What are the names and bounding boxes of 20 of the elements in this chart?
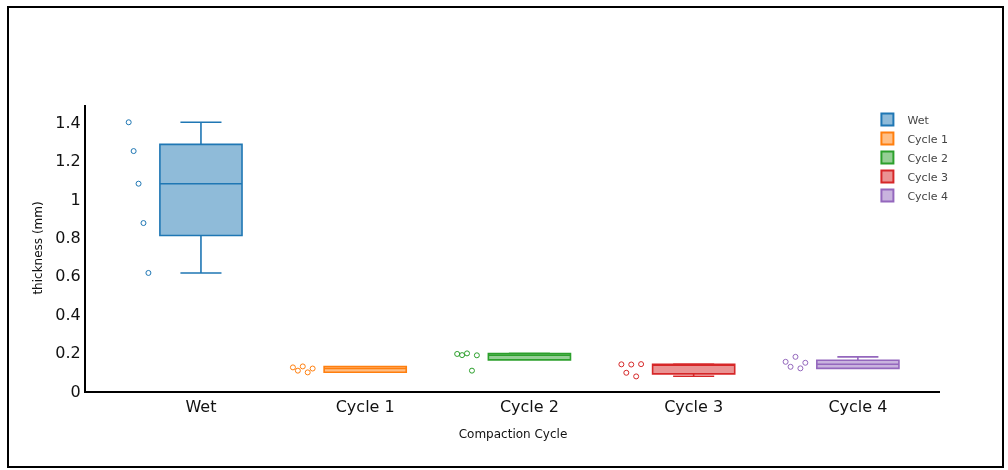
x-tick-label: Cycle 4 (828, 397, 888, 417)
legend-label: Cycle 3 (907, 170, 948, 184)
y-tick-label: 0.2 (55, 343, 81, 363)
y-tick-label: 1.2 (55, 151, 81, 171)
legend-label: Wet (907, 113, 930, 127)
legend-label: Cycle 4 (907, 189, 948, 203)
legend-label: Cycle 2 (907, 151, 948, 165)
x-tick-label: Cycle 2 (499, 397, 559, 417)
x-tick-label: Cycle 3 (664, 397, 724, 417)
x-tick-label: Cycle 1 (335, 397, 395, 417)
y-tick-label: 0.8 (55, 228, 81, 248)
y-tick-label: 1 (70, 189, 81, 209)
legend-label: Cycle 1 (907, 132, 948, 146)
x-tick-label: Wet (185, 397, 217, 417)
y-tick-label: 0.4 (55, 304, 81, 324)
x-axis-title: Compaction Cycle (458, 426, 568, 441)
y-tick-label: 1.4 (55, 112, 81, 132)
y-tick-label: 0 (70, 381, 81, 401)
y-tick-label: 0.6 (55, 266, 81, 286)
y-axis-title: thickness (mm) (31, 201, 46, 295)
